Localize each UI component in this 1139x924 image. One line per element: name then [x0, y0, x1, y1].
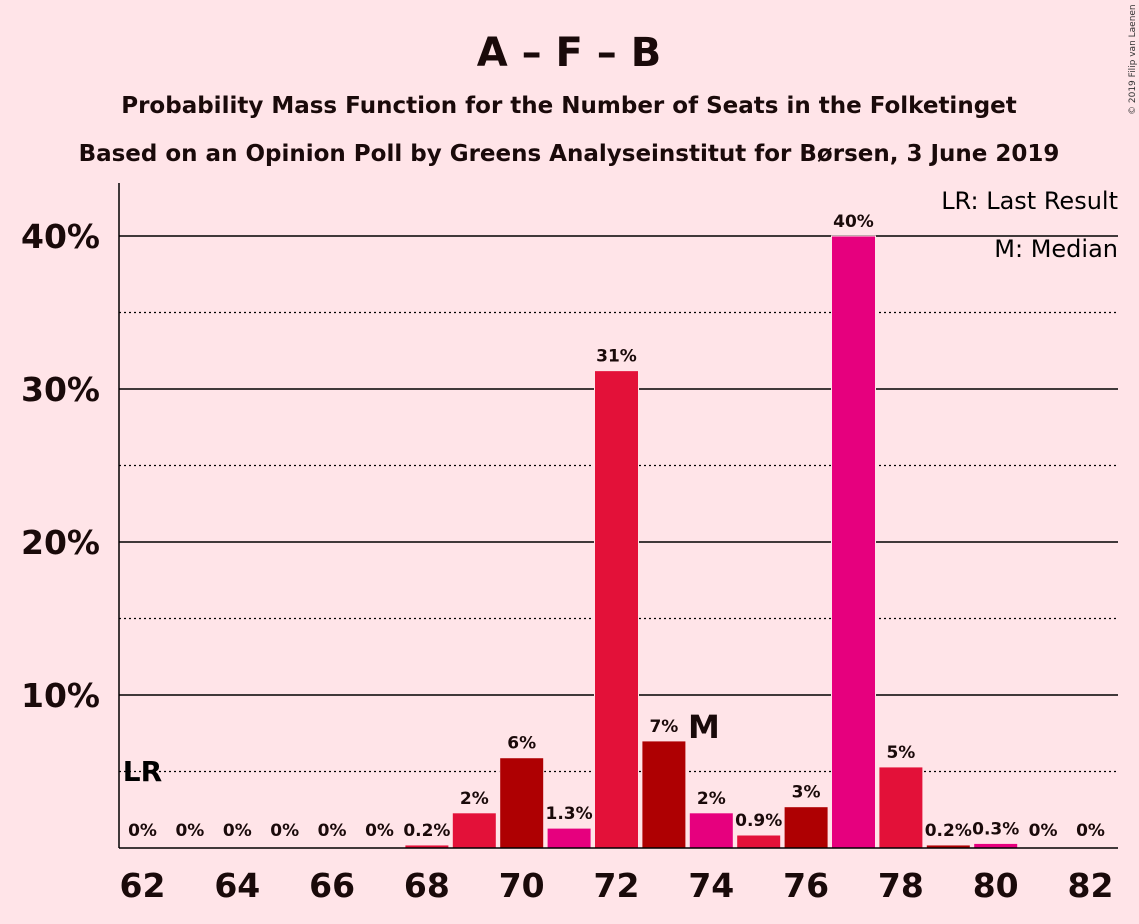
- x-tick-label: 74: [688, 866, 734, 905]
- bar-value-label: 0.2%: [403, 821, 450, 841]
- x-tick-label: 78: [878, 866, 924, 905]
- x-tick-label: 82: [1068, 866, 1114, 905]
- y-tick-label: 20%: [21, 523, 100, 562]
- copyright: © 2019 Filip van Laenen: [1128, 4, 1138, 115]
- bar-value-label: 0.3%: [972, 819, 1019, 839]
- bar-value-label: 3%: [792, 783, 821, 803]
- bar: [831, 235, 876, 849]
- bar-value-label: 0%: [128, 821, 157, 841]
- legend-median: M: Median: [994, 235, 1118, 263]
- bar-value-label: 2%: [697, 789, 726, 809]
- bar: [594, 370, 639, 849]
- bar-value-label: 0%: [1076, 821, 1105, 841]
- x-tick-label: 66: [309, 866, 355, 905]
- bar: [878, 766, 924, 849]
- bar: [641, 740, 687, 849]
- x-tick-label: 64: [214, 866, 260, 905]
- bar-value-label: 1.3%: [546, 804, 593, 824]
- bar: [499, 757, 545, 849]
- x-tick-label: 70: [499, 866, 545, 905]
- chart-title: A – F – B: [477, 30, 661, 76]
- bar: [688, 812, 734, 849]
- gridlines: [119, 235, 1118, 773]
- bar: [546, 827, 592, 849]
- bar-value-label: 0%: [1029, 821, 1058, 841]
- median-marker: M: [688, 708, 720, 746]
- bar-value-label: 6%: [507, 734, 536, 754]
- bar-value-label: 7%: [649, 717, 678, 737]
- x-tick-label: 72: [594, 866, 640, 905]
- bar-value-label: 5%: [886, 743, 915, 763]
- bar-value-label: 0%: [175, 821, 204, 841]
- legend-last-result: LR: Last Result: [941, 187, 1118, 215]
- y-tick-label: 40%: [21, 217, 100, 256]
- y-axis-tick-labels: 10% 20% 30% 40%: [21, 217, 100, 715]
- bar-labels: 0% 0% 0% 0% 0% 0% 0.2% 2% 6% 1.3% 31% 7% 2% 0.9% 3% 40%…: [128, 212, 1105, 841]
- y-tick-label: 30%: [21, 370, 100, 409]
- y-tick-label: 10%: [21, 676, 100, 715]
- x-tick-label: 76: [783, 866, 829, 905]
- x-axis-tick-labels: 62 64 66 68 70 72 74 76 78 80 82: [120, 866, 1114, 905]
- bar-value-label: 31%: [596, 347, 637, 367]
- chart-subtitle: Probability Mass Function for the Number…: [121, 93, 1017, 119]
- bar-value-label: 0.9%: [735, 811, 782, 831]
- bar-value-label: 0%: [365, 821, 394, 841]
- x-tick-label: 62: [120, 866, 166, 905]
- x-tick-label: 80: [973, 866, 1019, 905]
- chart-subtitle-2: Based on an Opinion Poll by Greens Analy…: [79, 141, 1060, 167]
- x-tick-label: 68: [404, 866, 450, 905]
- bar: [783, 806, 829, 849]
- bar: [451, 812, 497, 849]
- bar-value-label: 2%: [460, 789, 489, 809]
- last-result-marker: LR: [123, 755, 162, 788]
- bar: [736, 834, 782, 849]
- bar-value-label: 0%: [270, 821, 299, 841]
- bar-value-label: 40%: [833, 212, 874, 232]
- bar-value-label: 0%: [318, 821, 347, 841]
- bar-value-label: 0.2%: [925, 821, 972, 841]
- bar-value-label: 0%: [223, 821, 252, 841]
